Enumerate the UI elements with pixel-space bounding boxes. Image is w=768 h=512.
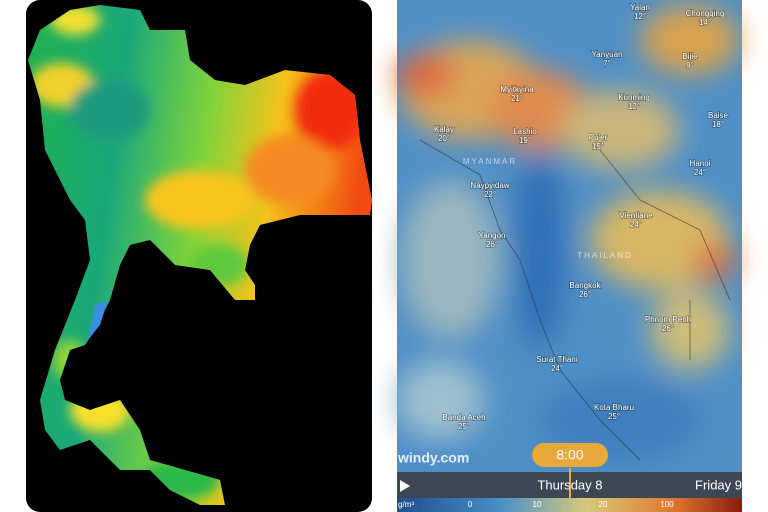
place-temp: 26° <box>486 240 498 249</box>
day-label[interactable]: Thursday 8 <box>537 477 602 492</box>
place-name: Vientiane <box>619 211 653 220</box>
place-temp: 14° <box>699 18 711 27</box>
country-label: MYANMAR <box>463 157 517 166</box>
legend-ticks: 0 10 20 100 <box>468 500 674 509</box>
place-temp: 20° <box>438 134 450 143</box>
place-name: Myitkyina <box>500 85 534 94</box>
place-name: Chongqing <box>686 9 725 18</box>
place-name: Yanyuan <box>592 50 623 59</box>
place-temp: 24° <box>551 364 563 373</box>
country-label: THAILAND <box>577 251 633 260</box>
place-temp: 12° <box>628 102 640 111</box>
place-name: Lashio <box>513 127 537 136</box>
legend-tick: 0 <box>468 500 473 509</box>
place-temp: 25° <box>458 422 470 431</box>
place-name: Baise <box>708 111 729 120</box>
time-bubble[interactable] <box>532 443 608 467</box>
time-label: 8:00 <box>556 447 583 463</box>
right-panel <box>395 0 742 512</box>
place-temp: 24° <box>630 220 642 229</box>
place-name: Yalan <box>630 3 650 12</box>
place-name: Kota Bharu <box>594 403 634 412</box>
place-temp: 24° <box>694 168 706 177</box>
place-temp: 26° <box>662 324 674 333</box>
place-name: Yangon <box>479 231 506 240</box>
place-name: Banda Aceh <box>442 413 485 422</box>
brand: windy.com <box>397 450 469 466</box>
place-name: Pu'er <box>589 133 608 142</box>
legend-bar <box>397 498 742 512</box>
place-temp: 7° <box>603 59 611 68</box>
place-name: Surat Thani <box>536 355 577 364</box>
play-button[interactable] <box>400 480 410 492</box>
place-name: Bangkok <box>569 281 601 290</box>
place-temp: 22° <box>484 190 496 199</box>
place-name: Naypyidaw <box>470 181 509 190</box>
lake <box>88 300 108 340</box>
place-name: Kalay <box>434 125 454 134</box>
legend-tick: 10 <box>533 500 542 509</box>
place-temp: 12° <box>634 12 646 21</box>
place-temp: 18° <box>712 120 724 129</box>
day-label[interactable]: Friday 9 <box>695 477 742 492</box>
place-name: Bijie <box>682 52 698 61</box>
place-temp: 15° <box>592 142 604 151</box>
legend-tick: 20 <box>599 500 608 509</box>
place-temp: 21° <box>511 94 523 103</box>
place-temp: 25° <box>608 412 620 421</box>
place-name: Hanoi <box>690 159 711 168</box>
place-name: Phnom Penh <box>645 315 691 324</box>
legend-unit: g/m³ <box>398 500 414 509</box>
legend-tick: 100 <box>660 500 674 509</box>
place-name: Kunming <box>618 93 650 102</box>
place-temp: 19° <box>519 136 531 145</box>
place-temp: 26° <box>579 290 591 299</box>
place-temp: 9° <box>686 61 694 70</box>
